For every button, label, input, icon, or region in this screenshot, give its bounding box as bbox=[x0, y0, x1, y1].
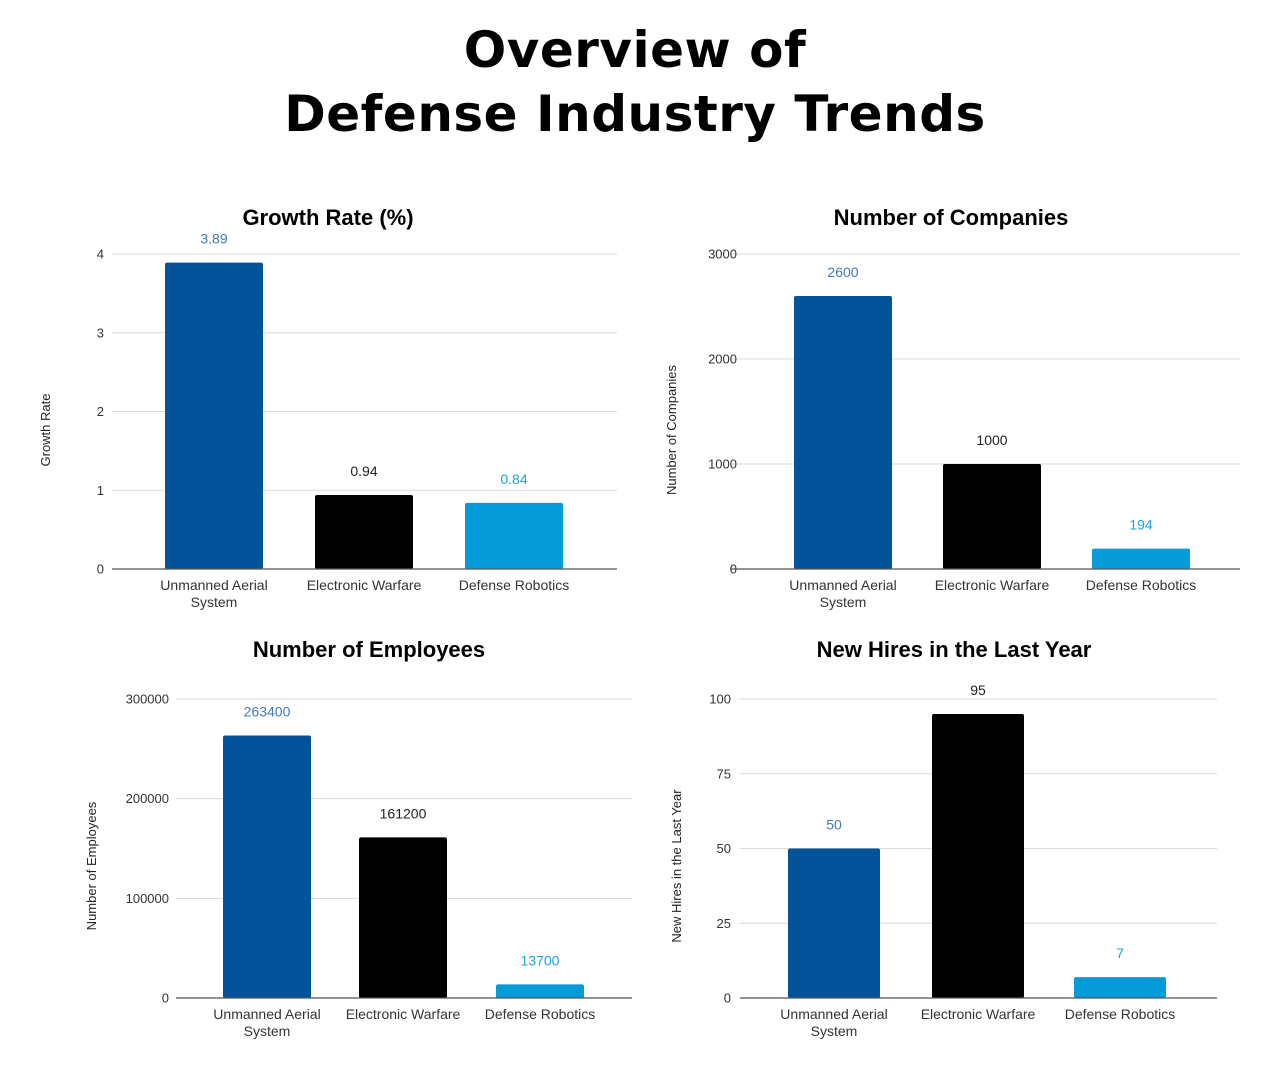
y-tick-label: 50 bbox=[717, 841, 731, 856]
data-label: 50 bbox=[826, 817, 842, 833]
y-tick-label: 300000 bbox=[126, 692, 169, 707]
x-tick-label: System bbox=[191, 594, 238, 610]
y-tick-label: 0 bbox=[724, 991, 731, 1006]
y-tick-label: 0 bbox=[97, 562, 104, 577]
page-title-line-1: Overview of bbox=[463, 21, 807, 79]
bar-defense-robotics[interactable] bbox=[1074, 977, 1166, 998]
y-tick-label: 3000 bbox=[708, 247, 737, 262]
data-label: 0.84 bbox=[500, 471, 527, 487]
chart-title: Growth Rate (%) bbox=[242, 205, 413, 230]
x-tick-label: Electronic Warfare bbox=[935, 577, 1050, 593]
bar-electronic-warfare[interactable] bbox=[315, 494, 413, 569]
y-tick-label: 2000 bbox=[708, 352, 737, 367]
y-tick-label: 100 bbox=[709, 692, 731, 707]
x-tick-label: Unmanned Aerial bbox=[780, 1006, 887, 1022]
page-title-line-2: Defense Industry Trends bbox=[284, 85, 986, 143]
bar-electronic-warfare[interactable] bbox=[932, 713, 1024, 998]
chart-title: Number of Employees bbox=[253, 637, 485, 662]
x-tick-label: Defense Robotics bbox=[1065, 1006, 1176, 1022]
y-axis-label: Number of Companies bbox=[664, 364, 679, 495]
x-tick-label: Electronic Warfare bbox=[307, 577, 422, 593]
y-axis-label: New Hires in the Last Year bbox=[669, 789, 684, 943]
page-title: Overview of Defense Industry Trends bbox=[0, 18, 1270, 146]
data-label: 161200 bbox=[380, 805, 427, 821]
x-tick-label: Electronic Warfare bbox=[346, 1006, 461, 1022]
x-tick-label: Electronic Warfare bbox=[921, 1006, 1036, 1022]
x-tick-label: Defense Robotics bbox=[459, 577, 570, 593]
bar-defense-robotics[interactable] bbox=[465, 502, 563, 569]
y-tick-label: 4 bbox=[97, 247, 104, 262]
chart-4: New Hires in the Last Year New Hires in t… bbox=[669, 637, 1217, 1039]
data-label: 1000 bbox=[976, 432, 1007, 448]
y-tick-label: 2 bbox=[97, 404, 104, 419]
y-tick-label: 3 bbox=[97, 325, 104, 340]
data-label: 263400 bbox=[244, 703, 291, 719]
x-tick-label: Unmanned Aerial bbox=[789, 577, 896, 593]
chart-title: New Hires in the Last Year bbox=[817, 637, 1092, 662]
bar-unmanned-aerial-system[interactable] bbox=[223, 735, 311, 998]
y-tick-label: 75 bbox=[717, 766, 731, 781]
x-tick-label: Defense Robotics bbox=[1086, 577, 1197, 593]
y-tick-label: 1 bbox=[97, 483, 104, 498]
x-tick-label: Unmanned Aerial bbox=[160, 577, 267, 593]
bar-unmanned-aerial-system[interactable] bbox=[794, 296, 892, 569]
chart-1: Growth Rate (%) Growth Rate 0 1 2 3 4 3.89 Unman… bbox=[38, 205, 617, 610]
data-label: 95 bbox=[970, 682, 986, 698]
bar-defense-robotics[interactable] bbox=[1092, 548, 1190, 569]
data-label: 0.94 bbox=[350, 463, 377, 479]
y-tick-label: 200000 bbox=[126, 791, 169, 806]
bar-unmanned-aerial-system[interactable] bbox=[788, 848, 880, 999]
chart-title: Number of Companies bbox=[834, 205, 1069, 230]
y-axis-label: Number of Employees bbox=[84, 801, 99, 930]
bar-electronic-warfare[interactable] bbox=[359, 837, 447, 998]
bar-defense-robotics[interactable] bbox=[496, 984, 584, 998]
bar-electronic-warfare[interactable] bbox=[943, 464, 1041, 569]
data-label: 7 bbox=[1116, 945, 1124, 961]
data-label: 194 bbox=[1129, 517, 1153, 533]
bar-unmanned-aerial-system[interactable] bbox=[165, 262, 263, 569]
y-tick-label: 25 bbox=[717, 916, 731, 931]
x-tick-label: System bbox=[811, 1023, 858, 1039]
y-axis-label: Growth Rate bbox=[38, 394, 53, 467]
x-tick-label: System bbox=[244, 1023, 291, 1039]
y-tick-label: 0 bbox=[162, 991, 169, 1006]
x-tick-label: Unmanned Aerial bbox=[213, 1006, 320, 1022]
data-label: 2600 bbox=[827, 264, 858, 280]
x-tick-label: System bbox=[820, 594, 867, 610]
data-label: 3.89 bbox=[200, 231, 227, 247]
chart-3: Number of Employees Number of Employees 0 1… bbox=[84, 637, 632, 1039]
data-label: 13700 bbox=[521, 952, 560, 968]
y-tick-label: 1000 bbox=[708, 457, 737, 472]
x-tick-label: Defense Robotics bbox=[485, 1006, 596, 1022]
y-tick-label: 100000 bbox=[126, 891, 169, 906]
